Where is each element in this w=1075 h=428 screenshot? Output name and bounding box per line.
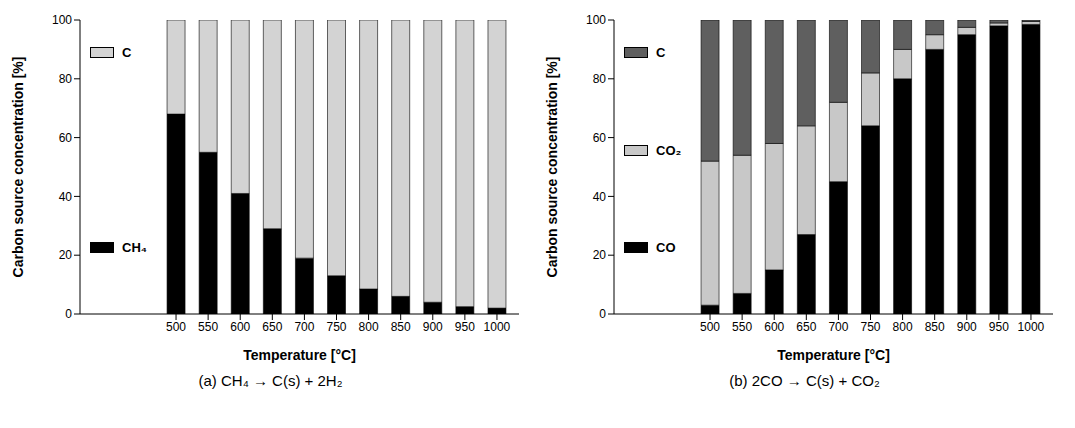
svg-text:1000: 1000 <box>484 320 511 334</box>
html-text:CH₄: CH₄ <box>122 240 147 255</box>
svg-text:1000: 1000 <box>1018 320 1045 334</box>
svg-text:Temperature [°C]: Temperature [°C] <box>777 347 890 363</box>
svg-text:850: 850 <box>391 320 411 334</box>
svg-text:60: 60 <box>59 131 73 145</box>
svg-text:550: 550 <box>732 320 752 334</box>
html-text:(b) 2CO → C(s) + CO₂: (b) 2CO → C(s) + CO₂ <box>729 372 880 389</box>
svg-text:750: 750 <box>860 320 880 334</box>
html-text:C: C <box>122 45 132 60</box>
svg-text:550: 550 <box>198 320 218 334</box>
svg-text:500: 500 <box>166 320 186 334</box>
svg-text:750: 750 <box>326 320 346 334</box>
html-text:(a) CH₄ → C(s) + 2H₂: (a) CH₄ → C(s) + 2H₂ <box>198 372 343 389</box>
svg-text:950: 950 <box>455 320 475 334</box>
svg-text:80: 80 <box>593 72 607 86</box>
svg-text:800: 800 <box>893 320 913 334</box>
svg-text:100: 100 <box>52 13 72 27</box>
svg-text:40: 40 <box>59 190 73 204</box>
svg-text:700: 700 <box>294 320 314 334</box>
svg-text:0: 0 <box>599 307 606 321</box>
svg-text:Temperature [°C]: Temperature [°C] <box>243 347 356 363</box>
svg-text:80: 80 <box>59 72 73 86</box>
svg-text:600: 600 <box>764 320 784 334</box>
svg-text:950: 950 <box>989 320 1009 334</box>
svg-text:0: 0 <box>65 307 72 321</box>
svg-text:Carbon source concentration [%: Carbon source concentration [%] <box>10 57 26 278</box>
svg-text:850: 850 <box>925 320 945 334</box>
svg-text:900: 900 <box>423 320 443 334</box>
svg-text:650: 650 <box>262 320 282 334</box>
svg-text:Carbon source concentration [%: Carbon source concentration [%] <box>544 57 560 278</box>
html-text:CO: CO <box>656 240 676 255</box>
html-text:CO₂: CO₂ <box>656 142 682 158</box>
svg-text:700: 700 <box>828 320 848 334</box>
html-text:C: C <box>656 45 666 60</box>
svg-text:600: 600 <box>230 320 250 334</box>
svg-text:60: 60 <box>593 131 607 145</box>
svg-text:800: 800 <box>359 320 379 334</box>
svg-text:20: 20 <box>59 248 73 262</box>
svg-text:500: 500 <box>700 320 720 334</box>
svg-text:40: 40 <box>593 190 607 204</box>
svg-text:650: 650 <box>796 320 816 334</box>
svg-text:20: 20 <box>593 248 607 262</box>
svg-text:100: 100 <box>586 13 606 27</box>
svg-text:900: 900 <box>957 320 977 334</box>
